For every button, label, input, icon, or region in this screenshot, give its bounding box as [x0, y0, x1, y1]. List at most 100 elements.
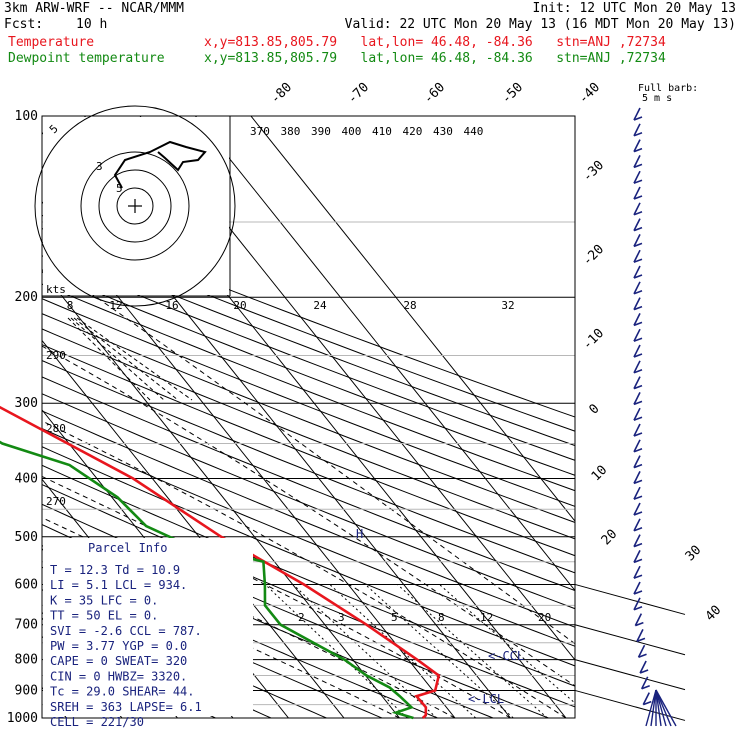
temp-legend-label: Temperature: [8, 35, 95, 50]
wind-barb-flag: [639, 669, 649, 674]
wind-barb: [634, 613, 643, 626]
wind-barb: [633, 139, 641, 152]
theta-label: 390: [311, 125, 331, 138]
wind-barb: [633, 407, 641, 421]
wind-barb: [633, 265, 641, 279]
speed-scale-label: 20: [233, 299, 246, 312]
wind-barb: [633, 471, 641, 484]
speed-scale-label: 16: [165, 299, 178, 312]
mixing-ratio-label: 20: [538, 611, 551, 624]
wind-barb: [639, 660, 647, 674]
plot-frame: [41, 115, 576, 719]
wind-barb-surface: [655, 689, 667, 727]
wind-barb-flag: [633, 116, 643, 121]
wind-barb-flag: [642, 700, 652, 706]
theta-left-label: 270: [46, 495, 66, 508]
wind-barb-flag: [633, 511, 643, 516]
isotherm-line: [42, 339, 345, 718]
model-title: 3km ARW-WRF -- NCAR/MMM: [4, 1, 185, 16]
wind-barb-flag: [633, 606, 643, 611]
wind-barb: [633, 249, 641, 263]
theta-label: 370: [250, 125, 270, 138]
fcst-value: 10 h: [76, 17, 108, 32]
wind-barb-flag: [633, 147, 643, 153]
speed-scale-label: 32: [501, 299, 514, 312]
valid-time: Valid: 22 UTC Mon 20 May 13 (16 MDT Mon …: [344, 17, 736, 32]
theta-label: 410: [372, 125, 392, 138]
wind-barb-flag: [633, 195, 643, 200]
isotherm-label: -50: [499, 80, 526, 107]
pressure-tick-label: 800: [15, 653, 38, 668]
isotherm-line: [250, 116, 575, 522]
wind-barb: [633, 123, 641, 137]
isotherm-line: [0, 116, 11, 718]
parcel-info-row: CAPE = 0 SWEAT= 320: [50, 654, 187, 668]
wind-barb-flag: [633, 226, 643, 232]
pressure-tick-label: 600: [15, 577, 38, 592]
pressure-tick-label: 700: [15, 618, 38, 633]
wind-barb-flag: [633, 321, 643, 327]
parcel-info-title: Parcel Info: [88, 541, 167, 555]
wind-barb-flag: [633, 211, 643, 216]
full-barb-units: 5 m s: [642, 93, 673, 104]
wind-barb: [633, 486, 641, 500]
parcel-info-row: TT = 50 EL = 0.: [50, 609, 158, 623]
wind-barb: [642, 692, 650, 705]
wind-barb-surface: [650, 689, 657, 727]
wind-barb-surface: [655, 689, 662, 727]
wind-barb-flag: [633, 179, 643, 184]
wind-barb-flag: [633, 495, 643, 500]
isotherm-label: -80: [268, 80, 295, 107]
parcel-info-row: SVI = -2.6 CCL = 787.: [50, 624, 202, 638]
wind-barb-flag: [633, 400, 643, 406]
lcl-annotation: <-LCL: [468, 692, 504, 706]
mixing-ratio-label: 5: [391, 611, 398, 624]
mixing-ratio-label: 8: [438, 611, 445, 624]
wind-barb-flag: [633, 369, 643, 374]
parcel-info-bg: [43, 538, 253, 716]
wind-barb: [633, 202, 641, 216]
wind-barb: [637, 644, 646, 658]
barb-strip-guide: [574, 689, 686, 721]
wind-barb: [633, 234, 641, 247]
wind-barb-flag: [633, 479, 643, 485]
isotherm-label: -70: [345, 80, 372, 107]
wind-barb: [633, 439, 641, 453]
ccl-annotation: <-CCL: [488, 649, 524, 663]
moist-adiabat: [42, 258, 575, 645]
pressure-tick-label: 400: [15, 471, 38, 486]
wind-barb: [633, 107, 641, 121]
wind-barb: [633, 518, 641, 532]
wind-barb-flag: [633, 463, 643, 469]
isotherm-label: -10: [580, 326, 607, 353]
theta-label: 400: [342, 125, 362, 138]
wind-barb-flag: [633, 242, 643, 248]
wind-barb-surface: [655, 689, 672, 727]
mixing-ratio-label: 3: [338, 611, 345, 624]
init-time: Init: 12 UTC Mon 20 May 13: [532, 1, 737, 16]
wind-barb-flag: [633, 337, 643, 342]
parcel-info-row: CELL = 221/30: [50, 715, 144, 729]
mixing-ratio-line: [292, 584, 438, 718]
barb-strip-guide: [574, 659, 686, 691]
dewpoint-profile: [0, 440, 414, 720]
wind-barbs: [633, 107, 677, 727]
parcel-info-row: SREH = 363 LAPSE= 6.1: [50, 700, 202, 714]
wind-barb-flag: [641, 685, 650, 690]
moist-adiabat: [42, 420, 567, 718]
theta-left-label: 290: [46, 349, 66, 362]
parcel-info-panel: Parcel Info T = 12.3 Td = 10.9LI = 5.1 LC…: [43, 538, 253, 729]
parcel-info-row: CIN = 0 HWBZ= 3320.: [50, 669, 187, 683]
wind-barb: [633, 565, 641, 579]
wind-barb-flag: [633, 132, 643, 137]
isotherm-label: 20: [599, 527, 621, 549]
barb-strip-guide: [574, 624, 686, 656]
wind-barb: [633, 313, 641, 326]
wind-barb-flag: [633, 384, 643, 390]
wind-barb-flag: [633, 353, 643, 358]
temp-legend-info: x,y=813.85,805.79 lat,lon= 46.48, -84.36…: [204, 35, 666, 50]
h-annotation: H: [356, 527, 363, 541]
wind-barb-flag: [633, 416, 643, 421]
